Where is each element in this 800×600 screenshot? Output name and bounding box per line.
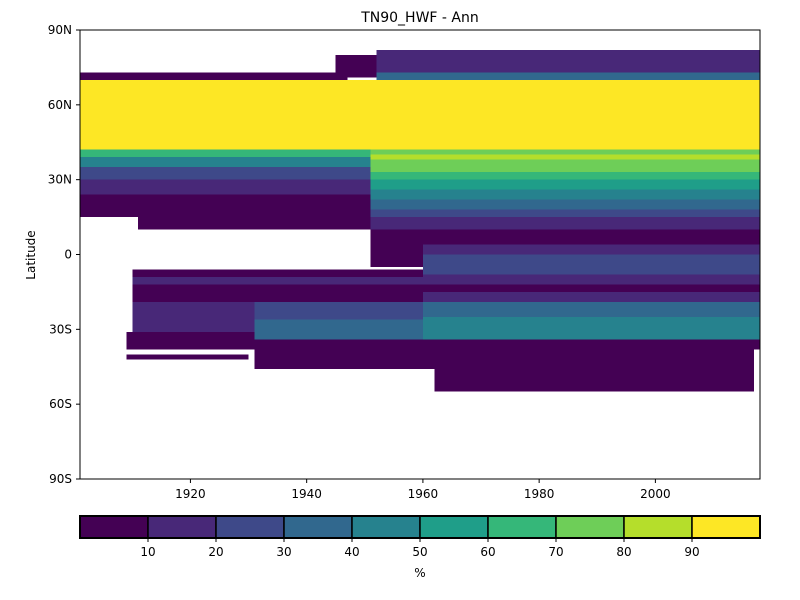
colorbar-bin: [147, 515, 217, 539]
heatmap-cell: [80, 167, 371, 180]
colorbar: 10 20 30 40 50 60 70 80 90: [79, 515, 761, 559]
y-axis-label: Latitude: [24, 230, 38, 279]
heatmap-cell: [422, 244, 760, 255]
heatmap-cell: [370, 229, 760, 245]
colorbar-tick-label: 60: [480, 545, 495, 559]
heatmap-cell: [370, 149, 760, 155]
heatmap-cell: [370, 199, 760, 210]
heatmap-cells: [80, 49, 760, 392]
x-tick-label: 1920: [175, 487, 206, 501]
heatmap-cell: [138, 217, 371, 230]
colorbar-bin: [283, 515, 353, 539]
x-tick-label: 1980: [524, 487, 555, 501]
colorbar-tick-label: 70: [548, 545, 563, 559]
heatmap-cell: [370, 189, 760, 200]
heatmap-cell: [370, 209, 760, 218]
colorbar-bin: [351, 515, 421, 539]
colorbar-bin: [419, 515, 489, 539]
heatmap-cell: [422, 284, 760, 292]
heatmap-cell: [80, 179, 371, 195]
heatmap-cell: [254, 319, 423, 340]
colorbar-tick-label: 10: [140, 545, 155, 559]
heatmap-cell: [254, 339, 760, 350]
colorbar-tick-label: 90: [684, 545, 699, 559]
heatmap-cell: [254, 349, 435, 370]
heatmap-cell: [434, 349, 755, 392]
y-tick-label: 60N: [48, 98, 72, 112]
heatmap-cell: [376, 72, 760, 80]
x-axis-ticks: 1920 1940 1960 1980 2000: [175, 479, 671, 501]
colorbar-bin: [691, 515, 761, 539]
x-tick-label: 2000: [640, 487, 671, 501]
colorbar-bin: [623, 515, 693, 539]
y-tick-label: 60S: [49, 397, 72, 411]
heatmap-cell: [80, 72, 348, 80]
heatmap-cell: [370, 154, 760, 160]
colorbar-tick-label: 80: [616, 545, 631, 559]
heatmap-cell: [126, 331, 255, 350]
heatmap-cell: [422, 291, 760, 302]
y-tick-label: 30S: [49, 322, 72, 336]
heatmap-cell: [132, 276, 423, 285]
colorbar-label: %: [414, 566, 425, 580]
chart-title: TN90_HWF - Ann: [360, 10, 479, 26]
heatmap-cell: [370, 244, 423, 267]
y-tick-label: 90N: [48, 23, 72, 37]
colorbar-tick-label: 40: [344, 545, 359, 559]
heatmap-cell: [80, 194, 371, 218]
heatmap-cell: [370, 172, 760, 180]
x-tick-label: 1960: [408, 487, 439, 501]
colorbar-bin: [215, 515, 285, 539]
colorbar-tick-label: 20: [208, 545, 223, 559]
heatmap-cell: [422, 274, 760, 285]
y-tick-label: 0: [64, 248, 72, 262]
colorbar-bin: [487, 515, 557, 539]
heatmap-cell: [132, 284, 423, 302]
colorbar-tick-label: 50: [412, 545, 427, 559]
colorbar-bin: [79, 515, 149, 539]
heatmap-cell: [80, 79, 760, 150]
heatmap-cell: [422, 254, 760, 275]
heatmap-cell: [132, 269, 423, 277]
heatmap-cell: [80, 149, 371, 158]
y-tick-label: 30N: [48, 173, 72, 187]
colorbar-bin: [555, 515, 625, 539]
heatmap-cell: [370, 217, 760, 230]
x-tick-label: 1940: [291, 487, 322, 501]
heatmap-cell: [370, 159, 760, 173]
colorbar-tick-label: 30: [276, 545, 291, 559]
heatmap-cell: [370, 179, 760, 190]
heatmap-cell: [335, 54, 377, 78]
heatmap-cell: [132, 301, 255, 332]
heatmap-cell: [422, 316, 760, 340]
heatmap-cell: [80, 157, 371, 168]
heatmap-cell: [376, 49, 760, 73]
heatmap-cell: [254, 301, 423, 320]
heatmap-cell: [422, 301, 760, 317]
y-tick-label: 90S: [49, 472, 72, 486]
y-axis-ticks: 90N 60N 30N 0 30S 60S 90S: [48, 23, 80, 486]
heatmap-cell: [126, 354, 249, 360]
